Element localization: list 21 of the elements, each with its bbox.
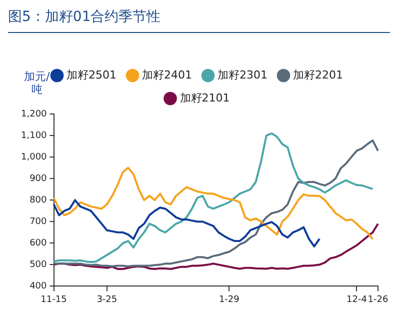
- legend-label: 加籽2401: [142, 68, 192, 82]
- chart-title: 图5：加籽01合约季节性: [8, 8, 390, 33]
- y-tick-label: 900: [30, 174, 48, 184]
- y-axis-title: 加元/吨: [23, 70, 51, 96]
- y-tick-label: 1,000: [21, 152, 48, 162]
- x-tick-label: 3-25: [96, 294, 118, 305]
- x-tick-label: 1-26: [368, 294, 388, 305]
- x-tick-label: 11-15: [40, 294, 67, 305]
- y-tick-label: 500: [30, 260, 48, 270]
- legend-label: 加籽2201: [292, 68, 343, 82]
- legend-label: 加籽2101: [180, 91, 230, 104]
- x-tick-label: 12-4: [346, 294, 368, 305]
- y-tick-label: 600: [30, 238, 48, 248]
- y-tick-label: 700: [30, 216, 48, 227]
- y-tick-label: 400: [30, 282, 48, 292]
- x-tick-label: 1-29: [218, 294, 240, 305]
- legend-label: 加籽2501: [66, 68, 117, 82]
- y-tick-label: 1,100: [21, 130, 48, 141]
- y-tick-label: 1,200: [21, 109, 48, 120]
- legend-label: 加籽2301: [218, 68, 268, 82]
- y-tick-label: 800: [30, 195, 48, 206]
